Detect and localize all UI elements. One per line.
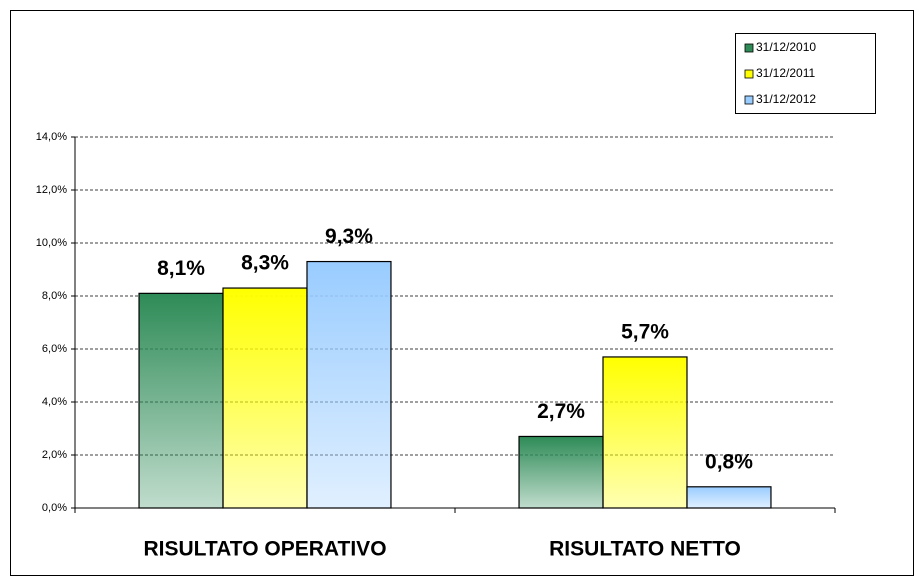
bar xyxy=(518,435,604,509)
legend-label: 31/12/2010 xyxy=(756,40,816,54)
y-tick-label: 0,0% xyxy=(42,502,67,514)
legend-swatch xyxy=(744,69,754,79)
y-tick-label: 8,0% xyxy=(42,290,67,302)
legend-box xyxy=(735,33,876,114)
y-tick-label: 12,0% xyxy=(36,184,67,196)
value-label: 0,8% xyxy=(705,450,753,473)
y-tick-label: 6,0% xyxy=(42,343,67,355)
bar xyxy=(222,287,308,509)
y-tick-label: 14,0% xyxy=(36,131,67,143)
y-tick-label: 4,0% xyxy=(42,396,67,408)
value-label: 8,1% xyxy=(157,257,205,280)
x-tick-label: RISULTATO OPERATIVO xyxy=(143,538,386,561)
legend-label: 31/12/2011 xyxy=(756,66,815,80)
x-tick-label: RISULTATO NETTO xyxy=(549,538,741,561)
legend-swatch xyxy=(744,95,754,105)
y-tick-label: 2,0% xyxy=(42,449,67,461)
legend-label: 31/12/2012 xyxy=(756,92,816,106)
bar xyxy=(306,260,392,509)
value-label: 8,3% xyxy=(241,252,289,275)
legend-swatch xyxy=(744,43,754,53)
bar xyxy=(138,292,224,509)
value-label: 9,3% xyxy=(325,225,373,248)
bar xyxy=(686,486,772,509)
y-tick-label: 10,0% xyxy=(36,237,67,249)
bar xyxy=(602,356,688,509)
value-label: 5,7% xyxy=(621,320,669,343)
value-label: 2,7% xyxy=(537,400,585,423)
